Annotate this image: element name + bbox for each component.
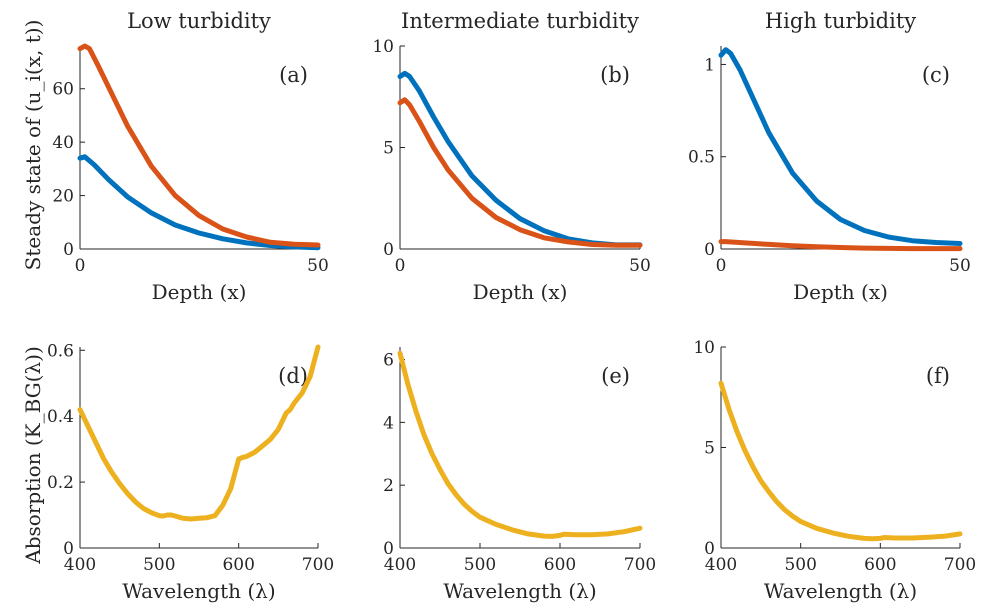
series-line-1: [77, 344, 321, 522]
row1-ylabel: Steady state of (u_i(x, t)): [21, 20, 45, 271]
y-tick-label: 10: [372, 37, 394, 57]
panel-label: (d): [278, 364, 308, 388]
panel-label: (b): [600, 63, 630, 87]
y-tick-label: 5: [704, 439, 715, 459]
x-tick-label: 700: [624, 555, 656, 575]
panel-label: (f): [926, 364, 950, 388]
x-axis-label: Depth (x): [473, 280, 568, 304]
series-line-1: [397, 70, 643, 248]
panel-c: High turbidity 0 50 0 0.5 1 Depth (x) (c): [688, 9, 971, 304]
y-tick-label: 0: [704, 539, 715, 559]
series-line-2: [77, 43, 321, 248]
y-tick-label: 0: [704, 240, 715, 260]
x-tick-label: 500: [464, 555, 496, 575]
x-tick-label: 50: [949, 256, 971, 276]
panel-e: 400 500 600 700 0 2 4 6 Wavelength (λ) (e): [383, 347, 656, 603]
y-tick-label: 60: [52, 80, 74, 100]
y-tick-label: 0.2: [47, 473, 74, 493]
y-tick-label: 2: [383, 476, 394, 496]
x-tick-label: 50: [307, 256, 329, 276]
y-tick-label: 0: [383, 539, 394, 559]
panel-b: Intermediate turbidity 0 50 0 5 10 Depth (x) (b…: [372, 9, 650, 304]
panel-label: (e): [601, 364, 630, 388]
y-tick-label: 20: [52, 187, 74, 207]
panel-label: (c): [922, 63, 950, 87]
x-tick-label: 500: [143, 555, 175, 575]
y-tick-label: 4: [383, 413, 394, 433]
x-tick-label: 0: [395, 256, 406, 276]
x-tick-label: 700: [944, 555, 976, 575]
y-tick-label: 6: [383, 351, 394, 371]
x-tick-label: 50: [629, 256, 651, 276]
series-line-2: [397, 97, 643, 248]
y-tick-label: 0.5: [688, 148, 715, 168]
series-line-2: [718, 239, 963, 252]
panel-f: 400 500 600 700 0 5 10 Wavelength (λ) (f): [693, 338, 976, 603]
series-line-1: [718, 380, 963, 542]
x-axis-label: Wavelength (λ): [122, 579, 275, 603]
x-tick-label: 600: [544, 555, 576, 575]
x-axis-label: Depth (x): [793, 280, 888, 304]
x-axis-label: Wavelength (λ): [443, 579, 596, 603]
x-tick-label: 0: [716, 256, 727, 276]
x-tick-label: 400: [705, 555, 737, 575]
panel-label: (a): [279, 63, 308, 87]
panel-title: Intermediate turbidity: [401, 9, 639, 33]
panel-title: Low turbidity: [127, 9, 271, 33]
x-tick-label: 600: [864, 555, 896, 575]
y-tick-label: 0: [63, 240, 74, 260]
x-tick-label: 400: [64, 555, 96, 575]
x-tick-label: 500: [784, 555, 816, 575]
y-tick-label: 0.6: [47, 341, 74, 361]
y-tick-label: 5: [383, 139, 394, 159]
y-tick-label: 40: [52, 133, 74, 153]
x-axis-label: Wavelength (λ): [764, 579, 917, 603]
y-tick-label: 1: [704, 55, 715, 75]
series-line-1: [718, 47, 963, 246]
x-tick-label: 0: [75, 256, 86, 276]
y-tick-label: 0.4: [47, 407, 74, 427]
row2-ylabel: Absorption (K_BG(λ)): [21, 346, 45, 565]
panel-title: High turbidity: [765, 9, 916, 33]
panel-a: Low turbidity 0 50 0 20 40 60 Depth (x) (a): [52, 9, 328, 304]
y-tick-label: 0: [383, 240, 394, 260]
y-tick-label: 0: [63, 539, 74, 559]
series-line-1: [77, 154, 321, 251]
y-tick-label: 10: [693, 338, 715, 358]
x-axis-label: Depth (x): [152, 280, 247, 304]
panel-d: 400 500 600 700 0 0.2 0.4 0.6 Wavelength (λ) (d): [47, 341, 334, 603]
x-tick-label: 600: [222, 555, 254, 575]
x-tick-label: 400: [384, 555, 416, 575]
series-line-1: [397, 350, 643, 539]
x-tick-label: 700: [302, 555, 334, 575]
